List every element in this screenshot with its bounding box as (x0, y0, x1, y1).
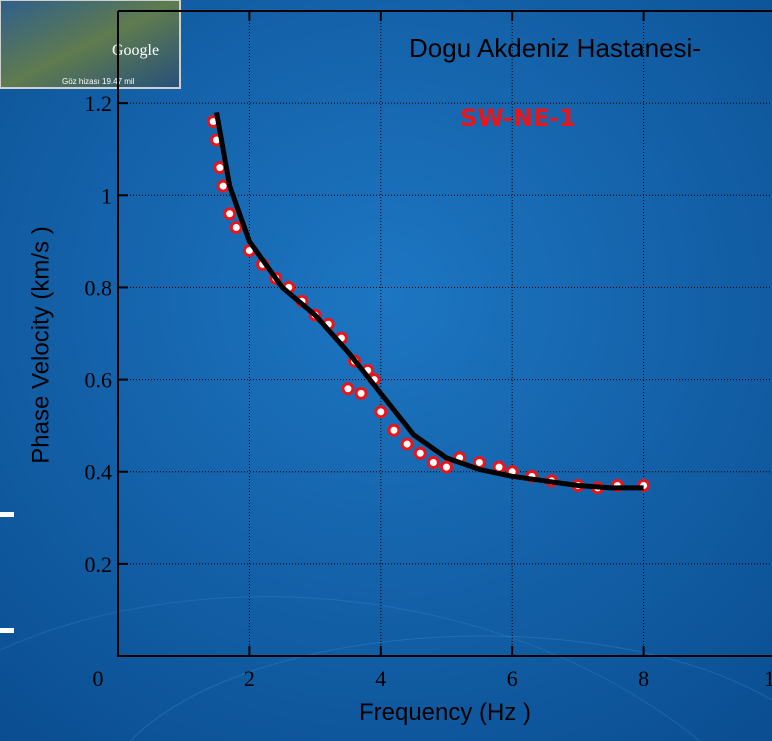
decoration (0, 512, 14, 517)
axis-frame (117, 10, 772, 657)
x-tick-label: 2 (244, 666, 255, 691)
x-tick-label: 0 (93, 666, 104, 691)
plot-area: 0 2 4 6 8 10 0.2 0.4 0.6 0.8 1 1.2 (85, 10, 772, 691)
data-point (400, 437, 414, 451)
map-caption: Göz hizası 19.47 mil (62, 77, 135, 86)
decoration (0, 596, 701, 741)
data-point (387, 423, 401, 437)
x-tick-label: 10 (764, 666, 772, 691)
map-thumbnail (0, 0, 181, 89)
y-tick-label: 0.8 (85, 275, 113, 300)
y-tick-label: 0.4 (85, 460, 113, 485)
y-tick-label: 0.6 (85, 368, 113, 393)
y-tick-label: 1.2 (85, 91, 113, 116)
data-point (440, 460, 453, 474)
decoration (129, 635, 772, 741)
y-tick-label: 0.2 (85, 552, 113, 577)
x-tick-label: 4 (375, 666, 386, 691)
fit-line (214, 111, 644, 491)
data-point (341, 382, 355, 396)
x-axis-label: Frequency (Hz ) (359, 699, 531, 726)
data-point (229, 221, 243, 235)
chart-title: Dogu Akdeniz Hastanesi- (409, 33, 701, 63)
y-tick-label: 1 (101, 183, 112, 208)
map-brand: Google (112, 42, 159, 59)
data-point (426, 456, 440, 469)
decoration (0, 628, 14, 633)
y-axis-label: Phase Velocity (km/s ) (27, 226, 54, 463)
data-point (354, 386, 368, 400)
x-tick-label: 6 (507, 666, 518, 691)
data-point (223, 207, 237, 221)
data-point (374, 405, 388, 419)
x-tick-label: 8 (638, 666, 649, 691)
data-point (413, 446, 427, 460)
annotation: SW-NE-1 (460, 104, 576, 132)
